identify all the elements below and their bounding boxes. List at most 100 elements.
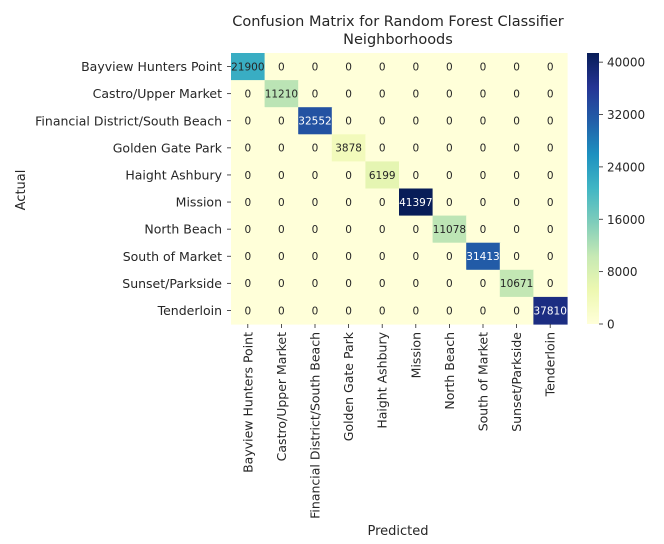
cell-value-label: 0 [278, 143, 285, 155]
heatmap-cell [432, 242, 467, 271]
heatmap-cell [466, 80, 501, 108]
cell-value-label: 0 [412, 278, 419, 290]
cell-value-label: 0 [446, 305, 453, 317]
cell-value-label: 0 [312, 278, 319, 290]
heatmap-cell [331, 188, 366, 217]
cell-value-label: 0 [278, 305, 285, 317]
heatmap-cell [231, 161, 266, 190]
x-tick-label: South of Market [476, 332, 491, 431]
cell-value-label: 0 [547, 88, 554, 100]
heatmap-cell [231, 53, 266, 81]
colorbar-tick-label: 24000 [607, 160, 645, 174]
heatmap-cell [432, 53, 467, 81]
colorbar-tick-label: 0 [607, 318, 615, 332]
heatmap-cell [533, 215, 568, 244]
heatmap-cell [399, 53, 434, 81]
heatmap-cell [264, 242, 299, 271]
cell-value-label: 0 [379, 143, 386, 155]
colorbar: 0 8000 16000 24000 32000 40000 [587, 53, 645, 332]
heatmap-cell [331, 215, 366, 244]
heatmap-cell [499, 107, 534, 135]
heatmap-cell [331, 80, 366, 108]
cell-value-label: 0 [412, 224, 419, 236]
heatmap-cell [365, 188, 400, 217]
heatmap-cell [399, 242, 434, 271]
cell-value-label: 0 [446, 61, 453, 73]
cell-value-label: 0 [244, 88, 251, 100]
cell-annotations: 21900 0 0 0 0 0 0 0 0 0 0 11210 0 0 0 0 0 0 0 0 0 0 32552 0 0 0 0 0… [231, 61, 567, 317]
colorbar-tick-label: 40000 [607, 56, 645, 70]
cell-value-label: 0 [446, 170, 453, 182]
heatmap-cell [399, 80, 434, 108]
heatmap-cell [499, 134, 534, 162]
cell-value-label: 0 [547, 143, 554, 155]
cell-value-label: 0 [513, 197, 520, 209]
colorbar-gradient [587, 53, 599, 324]
heatmap-cell [264, 80, 299, 108]
cell-value-label: 0 [312, 143, 319, 155]
cell-value-label: 0 [412, 170, 419, 182]
y-tick-label: Financial District/South Beach [35, 113, 222, 128]
cell-value-label: 0 [312, 61, 319, 73]
cell-value-label: 0 [446, 88, 453, 100]
cell-value-label: 0 [379, 251, 386, 263]
heatmap-cell [231, 269, 266, 298]
heatmap-cell [432, 269, 467, 298]
cell-value-label: 0 [278, 251, 285, 263]
y-axis-label: Actual [14, 170, 29, 211]
heatmap-cell [298, 134, 333, 162]
heatmap-cell [365, 296, 400, 325]
cell-value-label: 0 [480, 278, 487, 290]
cell-value-label: 0 [513, 224, 520, 236]
cell-value-label: 0 [547, 61, 554, 73]
heatmap-cell [298, 161, 333, 190]
cell-value-label: 0 [412, 251, 419, 263]
cell-value-label: 10671 [500, 278, 533, 290]
cell-value-label: 0 [278, 116, 285, 128]
cell-value-label: 0 [480, 305, 487, 317]
cell-value-label: 0 [446, 251, 453, 263]
cell-value-label: 0 [345, 197, 352, 209]
heatmap-cell [331, 269, 366, 298]
heatmap-cell [231, 107, 266, 135]
x-tick-label: Golden Gate Park [341, 331, 356, 441]
cell-value-label: 0 [379, 116, 386, 128]
cell-value-label: 0 [412, 116, 419, 128]
cell-value-label: 0 [513, 88, 520, 100]
heatmap-cell [264, 107, 299, 135]
cell-value-label: 0 [379, 224, 386, 236]
cell-value-label: 0 [278, 278, 285, 290]
cell-value-label: 0 [379, 305, 386, 317]
x-tick-label: Bayview Hunters Point [240, 332, 255, 473]
cell-value-label: 0 [547, 197, 554, 209]
cell-value-label: 0 [513, 170, 520, 182]
cell-value-label: 0 [480, 88, 487, 100]
heatmap-cell [399, 188, 434, 217]
heatmap-cell [499, 215, 534, 244]
heatmap-cell [533, 53, 568, 81]
heatmap-cell [466, 215, 501, 244]
heatmap-cell [466, 161, 501, 190]
x-tick-labels: Bayview Hunters Point Castro/Upper Market… [240, 324, 558, 519]
heatmap-cell [399, 134, 434, 162]
cell-value-label: 0 [412, 61, 419, 73]
cell-value-label: 0 [345, 116, 352, 128]
chart-title-line: Neighborhoods [343, 32, 453, 48]
heatmap-cell [365, 215, 400, 244]
x-tick-label: Financial District/South Beach [308, 332, 323, 519]
cell-value-label: 41397 [399, 197, 432, 209]
cell-value-label: 0 [244, 197, 251, 209]
heatmap-cell [432, 107, 467, 135]
cell-value-label: 0 [244, 278, 251, 290]
cell-value-label: 21900 [231, 61, 264, 73]
cell-value-label: 0 [345, 170, 352, 182]
cell-value-label: 0 [412, 88, 419, 100]
cell-value-label: 0 [513, 61, 520, 73]
cell-value-label: 3878 [335, 143, 362, 155]
heatmap-cell [231, 188, 266, 217]
heatmap-cell [399, 296, 434, 325]
heatmap-cells [231, 53, 568, 325]
heatmap-cell [399, 269, 434, 298]
